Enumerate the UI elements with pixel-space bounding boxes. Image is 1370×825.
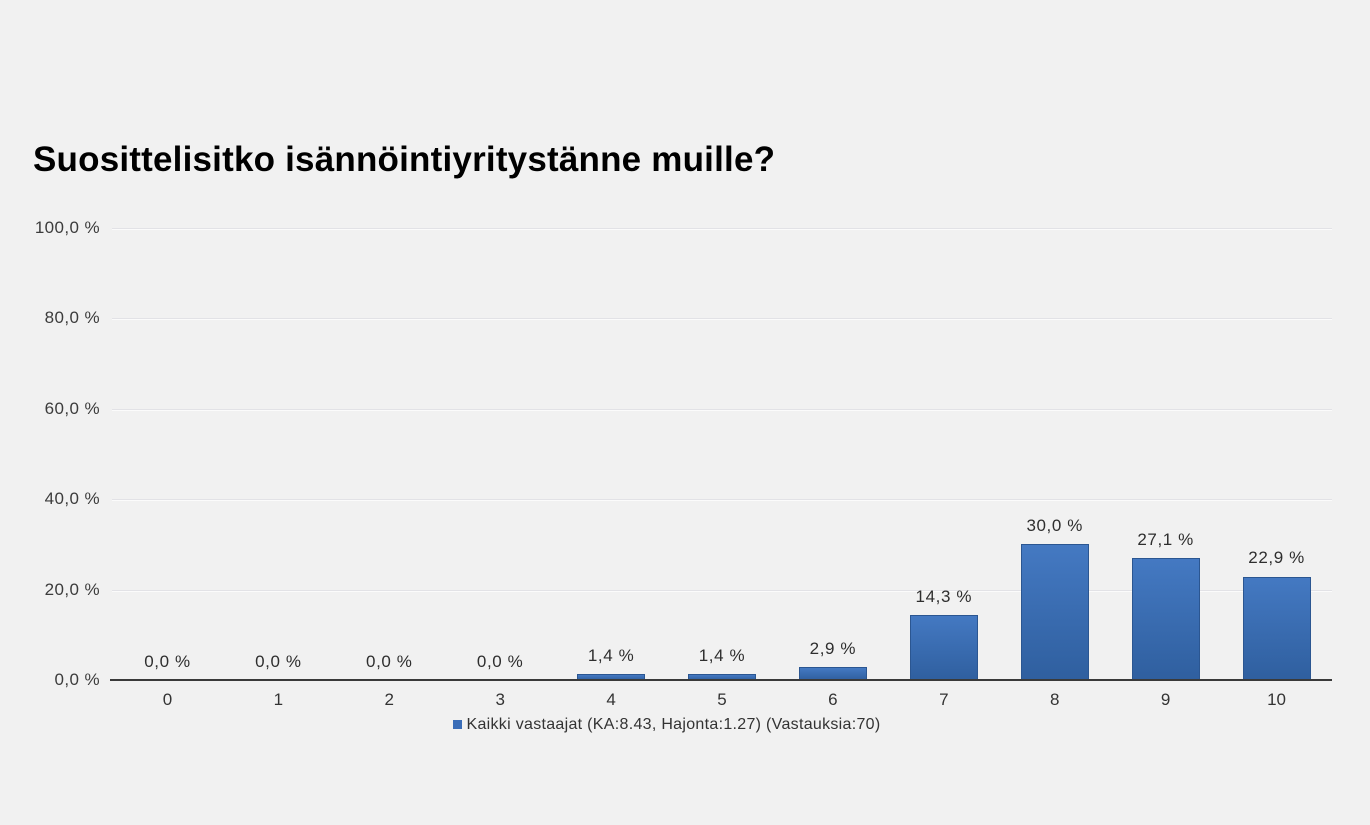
x-axis-category-label-10: 10 <box>1267 690 1286 709</box>
bar-4[interactable] <box>577 673 646 680</box>
bar-10[interactable] <box>1242 576 1311 680</box>
gridline-100 <box>112 228 1332 229</box>
bar-value-label-3: 0,0 % <box>476 652 524 671</box>
bar-8[interactable] <box>1020 544 1089 680</box>
gridline-80 <box>112 318 1332 320</box>
gridline-40 <box>112 499 1332 501</box>
y-axis-tick-label: 100,0 % <box>34 218 100 237</box>
bar-value-label-7: 14,3 % <box>915 587 973 607</box>
gridline-20 <box>112 589 1332 591</box>
y-axis-tick-label: 0,0 % <box>54 670 100 689</box>
y-axis-tick-label: 80,0 % <box>44 308 100 328</box>
bar-value-label-6: 2,9 % <box>809 638 857 658</box>
x-axis-category-label-7: 7 <box>939 690 949 709</box>
bar-value-label-4: 1,4 % <box>587 645 635 665</box>
x-axis-category-label-8: 8 <box>1049 690 1060 709</box>
bar-value-label-5: 1,4 % <box>698 645 746 665</box>
plot-area: 100,0 % 80,0 % 60,0 % 40,0 % 20,0 % 0,0 % 0,0… <box>35 219 1332 709</box>
legend-series-marker-icon <box>453 720 463 729</box>
x-axis-category-label-0: 0 <box>162 690 173 709</box>
bar-7[interactable] <box>909 615 978 680</box>
chart-title: Suosittelisitko isännöintiyritystänne mu… <box>33 140 776 179</box>
bar-9[interactable] <box>1131 557 1200 680</box>
bar-value-label-9: 27,1 % <box>1137 529 1194 549</box>
legend: Kaikki vastaajat (KA:8.43, Hajonta:1.27)… <box>0 715 1370 734</box>
x-axis-category-label-6: 6 <box>828 690 838 709</box>
bar-value-label-2: 0,0 % <box>366 652 413 671</box>
bar-value-label-1: 0,0 % <box>255 652 302 671</box>
y-axis-tick-label: 20,0 % <box>44 579 100 599</box>
legend-entry: Kaikki vastaajat (KA:8.43, Hajonta:1.27)… <box>453 715 880 734</box>
legend-series-label: Kaikki vastaajat (KA:8.43, Hajonta:1.27)… <box>466 716 881 733</box>
x-axis-category-label-4: 4 <box>606 690 616 709</box>
x-axis-category-label-2: 2 <box>384 690 394 709</box>
bar-value-label-10: 22,9 % <box>1248 548 1305 568</box>
gridline-60 <box>112 408 1332 410</box>
x-axis-category-label-1: 1 <box>273 690 284 709</box>
bar-6[interactable] <box>798 666 867 680</box>
x-axis-category-label-9: 9 <box>1160 690 1171 709</box>
x-axis-category-label-5: 5 <box>717 690 727 709</box>
bar-5[interactable] <box>688 673 756 680</box>
y-axis-tick-label: 60,0 % <box>44 398 100 418</box>
x-axis-line <box>110 679 1332 681</box>
bar-value-label-8: 30,0 % <box>1026 516 1083 536</box>
bar-value-label-0: 0,0 % <box>144 652 191 671</box>
x-axis-category-label-3: 3 <box>495 690 505 709</box>
y-axis-tick-label: 40,0 % <box>44 489 100 509</box>
